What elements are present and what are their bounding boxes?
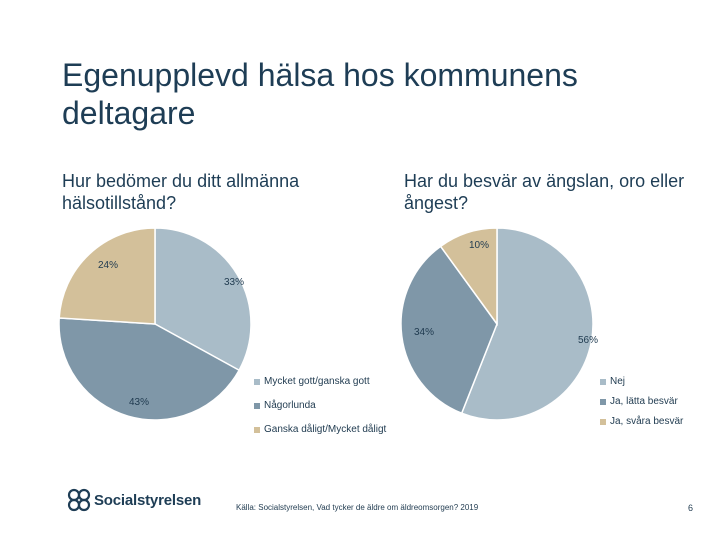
legend-label: Ganska dåligt/Mycket dåligt <box>264 424 387 435</box>
legend-item: Ganska dåligt/Mycket dåligt <box>254 424 386 435</box>
logo-mark-icon <box>67 488 91 512</box>
data-label: 33% <box>224 277 244 288</box>
page-title: Egenupplevd hälsa hos kommunens deltagar… <box>62 57 578 131</box>
socialstyrelsen-logo: Socialstyrelsen <box>66 488 201 512</box>
legend-item: Mycket gott/ganska gott <box>254 376 370 387</box>
data-label: 10% <box>469 240 489 251</box>
data-label: 24% <box>98 260 118 271</box>
pie-chart-health: 33% 43% 24% <box>58 227 252 421</box>
legend-item: Någorlunda <box>254 400 316 411</box>
pie-slice <box>58 227 156 325</box>
legend-swatch <box>600 418 606 425</box>
source-note: Källa: Socialstyrelsen, Vad tycker de äl… <box>236 503 479 512</box>
legend-label: Ja, lätta besvär <box>610 396 678 407</box>
pie-slice <box>439 227 498 327</box>
legend-swatch <box>254 402 260 409</box>
legend-label: Ja, svåra besvär <box>610 416 684 427</box>
legend-label: Mycket gott/ganska gott <box>264 376 370 387</box>
legend-item: Nej <box>600 376 625 387</box>
legend-label: Nej <box>610 376 626 387</box>
legend-swatch <box>600 378 606 385</box>
legend-swatch <box>254 378 260 385</box>
data-label: 43% <box>129 397 149 408</box>
chart-2-title: Har du besvär av ängslan, oro eller ånge… <box>404 171 685 213</box>
chart-1-title: Hur bedömer du ditt allmänna hälsotillst… <box>62 171 300 213</box>
pie-slice <box>154 227 252 372</box>
pie-slice <box>460 227 594 421</box>
data-label: 34% <box>414 327 434 338</box>
data-label: 56% <box>578 335 598 346</box>
legend-swatch <box>254 426 260 433</box>
legend-swatch <box>600 398 606 405</box>
pie-slice <box>58 317 241 421</box>
legend-label: Någorlunda <box>264 400 316 411</box>
pie-slice <box>400 245 498 415</box>
legend-item: Ja, lätta besvär <box>600 396 678 407</box>
page-number: 6 <box>688 503 694 513</box>
pie-chart-anxiety: 56% 34% 10% <box>400 227 598 421</box>
logo-text: Socialstyrelsen <box>94 491 202 509</box>
legend-item: Ja, svåra besvär <box>600 416 683 427</box>
